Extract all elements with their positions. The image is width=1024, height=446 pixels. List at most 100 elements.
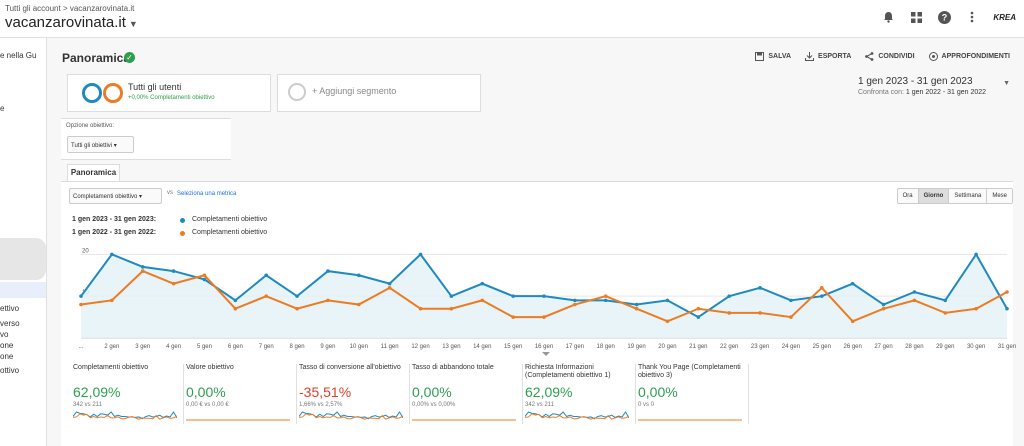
segment-name: Tutti gli utenti: [128, 82, 182, 92]
sidebar-selected: [0, 282, 46, 298]
x-tick-label: 5 gen: [197, 344, 212, 350]
share-button[interactable]: CONDIVIDI: [865, 52, 915, 61]
scorecards: Completamenti obiettivo 62,09% 342 vs 211 V…: [71, 364, 749, 424]
scorecard-name: Richiesta Informazioni (Completamenti ob…: [525, 364, 611, 379]
segment-ring-orange: [103, 83, 123, 103]
data-point: [850, 281, 855, 286]
brand-logo: KREA: [993, 12, 1016, 22]
data-point: [233, 306, 238, 311]
granularity-day[interactable]: Giorno: [917, 189, 949, 203]
data-point: [665, 319, 670, 324]
sidebar: e nella Gu e ettivo verso vo one one ott…: [0, 38, 46, 446]
apps-grid-icon[interactable]: [909, 10, 923, 24]
sidebar-item[interactable]: verso: [0, 319, 20, 328]
scorecard[interactable]: Tasso di conversione all'obiettivo -35,51…: [297, 364, 410, 424]
data-point: [511, 294, 515, 298]
scorecard-value: 0,00%: [412, 384, 452, 400]
data-point: [511, 315, 515, 319]
page-title: Panoramica: [62, 51, 131, 65]
data-point: [727, 311, 731, 315]
data-point: [974, 252, 978, 257]
data-point: [387, 286, 392, 290]
x-tick-label: 17 gen: [566, 344, 584, 350]
help-icon[interactable]: ?: [937, 10, 951, 24]
granularity-month[interactable]: Mese: [986, 189, 1012, 203]
sidebar-item[interactable]: ettivo: [0, 304, 20, 313]
bell-icon[interactable]: [881, 10, 895, 24]
data-point: [820, 294, 824, 298]
data-point: [140, 265, 145, 269]
add-segment-label: + Aggiungi segmento: [312, 86, 397, 96]
x-tick-label: ...: [78, 344, 83, 350]
chevron-down-icon: ▼: [1003, 80, 1010, 87]
data-point: [573, 298, 577, 303]
sidebar-item[interactable]: e nella Gu: [0, 51, 37, 60]
sparkline-previous: [299, 413, 403, 420]
sidebar-item[interactable]: vo: [0, 330, 9, 339]
data-point: [418, 252, 423, 257]
legend-period-previous: 1 gen 2022 - 31 gen 2022:: [72, 229, 157, 236]
data-point: [387, 281, 392, 286]
sparkline: [186, 419, 290, 421]
add-segment-button[interactable]: + Aggiungi segmento: [277, 74, 481, 112]
export-button[interactable]: ESPORTA: [805, 52, 851, 61]
date-range-picker[interactable]: 1 gen 2023 - 31 gen 2023 Confronta con: …: [858, 76, 1010, 96]
x-tick-label: 29 gen: [936, 344, 954, 350]
account-selector[interactable]: vacanzarovinata.it ▼: [5, 14, 138, 31]
report-actions: SALVA ESPORTA CONDIVIDI APPROFONDIMENTI: [755, 52, 1010, 61]
data-point: [573, 302, 577, 307]
x-tick-label: 20 gen: [658, 344, 676, 350]
sidebar-highlight: [0, 238, 46, 280]
data-point: [603, 294, 608, 298]
goal-label: Opzione obiettivo:: [66, 123, 115, 129]
goal-select[interactable]: Tutti gli obiettivi ▾: [67, 136, 134, 153]
select-metric-link[interactable]: Seleziona una metrica: [177, 191, 237, 197]
legend-marker-orange: [180, 231, 185, 236]
data-point: [295, 306, 299, 311]
insights-button[interactable]: APPROFONDIMENTI: [928, 52, 1010, 61]
scorecard[interactable]: Valore obiettivo 0,00% 0,00 € vs 0,00 €: [184, 364, 297, 424]
segment-all-users[interactable]: Tutti gli utenti +0,00% Completamenti ob…: [67, 74, 271, 112]
x-tick-label: 4 gen: [166, 344, 181, 350]
sidebar-item[interactable]: one: [0, 352, 14, 361]
scorecard[interactable]: Thank You Page (Completamenti obiettivo …: [636, 364, 749, 424]
x-tick-label: 15 gen: [504, 344, 522, 350]
granularity-week[interactable]: Settimana: [948, 189, 987, 203]
legend-label-current: Completamenti obiettivo: [192, 216, 268, 223]
legend-period-current: 1 gen 2023 - 31 gen 2023:: [72, 216, 157, 223]
series-area: [81, 254, 1007, 338]
granularity-hour[interactable]: Ora: [897, 189, 918, 203]
legend-marker-blue: [180, 218, 185, 223]
breadcrumb[interactable]: Tutti gli account > vacanzarovinata.it: [5, 4, 135, 13]
sparkline: [73, 411, 177, 420]
scorecard-value: -35,51%: [299, 384, 352, 400]
sidebar-item[interactable]: one: [0, 341, 14, 350]
scorecard[interactable]: Richiesta Informazioni (Completamenti ob…: [523, 364, 636, 424]
scorecard-value: 62,09%: [73, 384, 121, 400]
sidebar-item[interactable]: e: [0, 104, 5, 113]
tab-overview[interactable]: Panoramica: [67, 164, 120, 182]
metric-select[interactable]: Completamenti obiettivo ▾: [69, 188, 162, 204]
x-tick-label: 24 gen: [782, 344, 800, 350]
data-point: [110, 252, 114, 257]
sidebar-item[interactable]: ottivo: [0, 366, 20, 375]
sparkline-previous: [73, 413, 177, 420]
more-vert-icon[interactable]: [965, 10, 979, 24]
scorecard-value: 0,00%: [186, 384, 226, 400]
export-icon: [805, 52, 815, 61]
scorecard[interactable]: Completamenti obiettivo 62,09% 342 vs 211: [71, 364, 184, 424]
scorecard[interactable]: Tasso di abbandono totale 0,00% 0,00% vs 0…: [410, 364, 523, 424]
x-tick-label: 31 gen: [998, 344, 1016, 350]
data-point: [542, 294, 546, 298]
sparkline: [638, 419, 742, 421]
save-button[interactable]: SALVA: [755, 52, 791, 61]
data-point: [264, 273, 268, 278]
data-point: [79, 294, 83, 298]
x-tick-label: 28 gen: [905, 344, 923, 350]
x-tick-label: 3 gen: [135, 344, 150, 350]
legend-label-previous: Completamenti obiettivo: [192, 229, 268, 236]
insights-icon: [928, 52, 938, 61]
scorecard-name: Tasso di conversione all'obiettivo: [299, 364, 401, 371]
data-point: [79, 302, 83, 307]
data-point: [943, 298, 948, 303]
